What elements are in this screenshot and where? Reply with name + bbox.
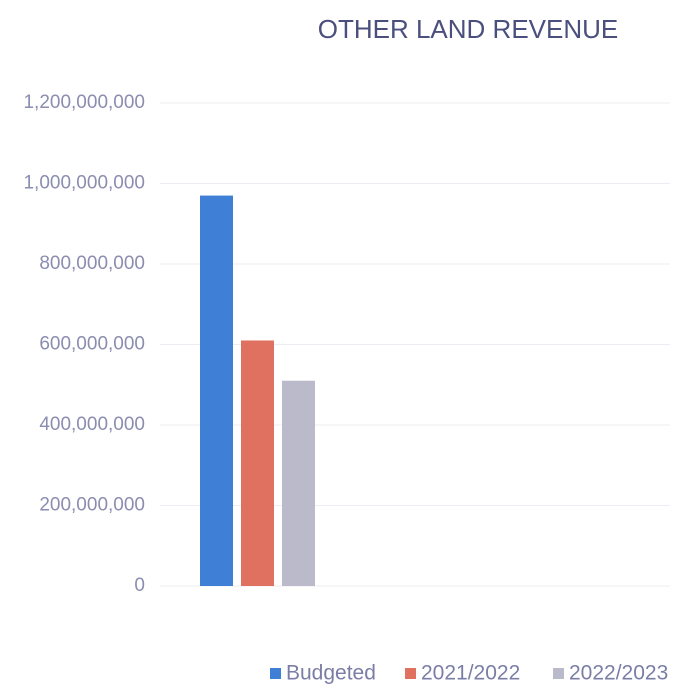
bar: [282, 380, 315, 586]
legend-label: Budgeted: [286, 662, 376, 685]
legend-label: 2022/2023: [569, 662, 668, 685]
y-tick-label: 200,000,000: [39, 495, 145, 516]
y-tick-label: 600,000,000: [39, 334, 145, 355]
legend-swatch: [405, 668, 416, 679]
legend-swatch: [270, 668, 281, 679]
y-tick-label: 800,000,000: [39, 253, 145, 274]
y-tick-label: 400,000,000: [39, 414, 145, 435]
y-tick-label: 0: [134, 575, 145, 596]
legend-swatch: [553, 668, 564, 679]
bar: [241, 340, 274, 586]
y-tick-label: 1,200,000,000: [23, 92, 145, 113]
chart-title: OTHER LAND REVENUE: [318, 14, 619, 44]
bar: [200, 195, 233, 586]
y-tick-label: 1,000,000,000: [23, 173, 145, 194]
legend-label: 2021/2022: [421, 662, 520, 685]
